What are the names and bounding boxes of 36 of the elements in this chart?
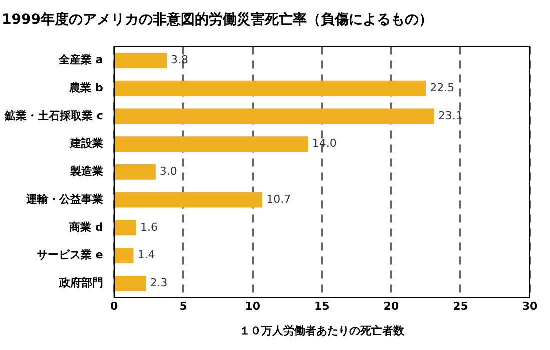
data-label: 2.3	[150, 276, 168, 290]
data-label: 1.6	[140, 220, 158, 234]
x-axis-title: １０万人労働者あたりの死亡者数	[240, 324, 406, 338]
y-tick-label: 運輸・公益事業	[25, 192, 104, 206]
data-label: 14.0	[312, 137, 337, 150]
bar	[115, 136, 308, 152]
y-tick-label: サービス業 e	[37, 248, 104, 262]
bar	[115, 276, 146, 292]
y-tick-label: 建設業	[69, 137, 104, 150]
bar	[115, 192, 263, 208]
bar	[115, 53, 167, 68]
data-label: 3.8	[171, 54, 188, 67]
y-tick-label: 農業 b	[68, 81, 104, 94]
x-tick-label: 0	[110, 300, 119, 314]
y-tick-label: 製造業	[69, 165, 104, 178]
bar	[115, 220, 137, 236]
data-label: 1.4	[138, 248, 156, 262]
bar	[115, 108, 434, 124]
x-tick-label: 15	[314, 300, 330, 314]
y-tick-label: 商業 d	[68, 220, 104, 234]
bar	[115, 164, 156, 180]
x-tick-label: 10	[245, 300, 261, 314]
bar	[115, 248, 134, 264]
data-label: 22.5	[430, 81, 455, 94]
x-tick-label: 20	[384, 300, 400, 314]
data-label: 10.7	[266, 192, 292, 206]
y-tick-label: 鉱業・土石採取業 c	[4, 109, 104, 122]
x-tick-label: 30	[522, 300, 538, 314]
y-tick-label: 政府部門	[58, 276, 104, 290]
bar	[115, 80, 426, 96]
chart-title: 1999年度のアメリカの非意図的労働災害死亡率（負傷によるもの）	[2, 11, 433, 28]
data-label: 23.1	[438, 109, 463, 122]
x-tick-label: 5	[180, 300, 188, 314]
y-tick-label: 全産業 a	[58, 54, 104, 67]
data-label: 3.0	[160, 165, 178, 178]
x-tick-label: 25	[453, 300, 468, 314]
